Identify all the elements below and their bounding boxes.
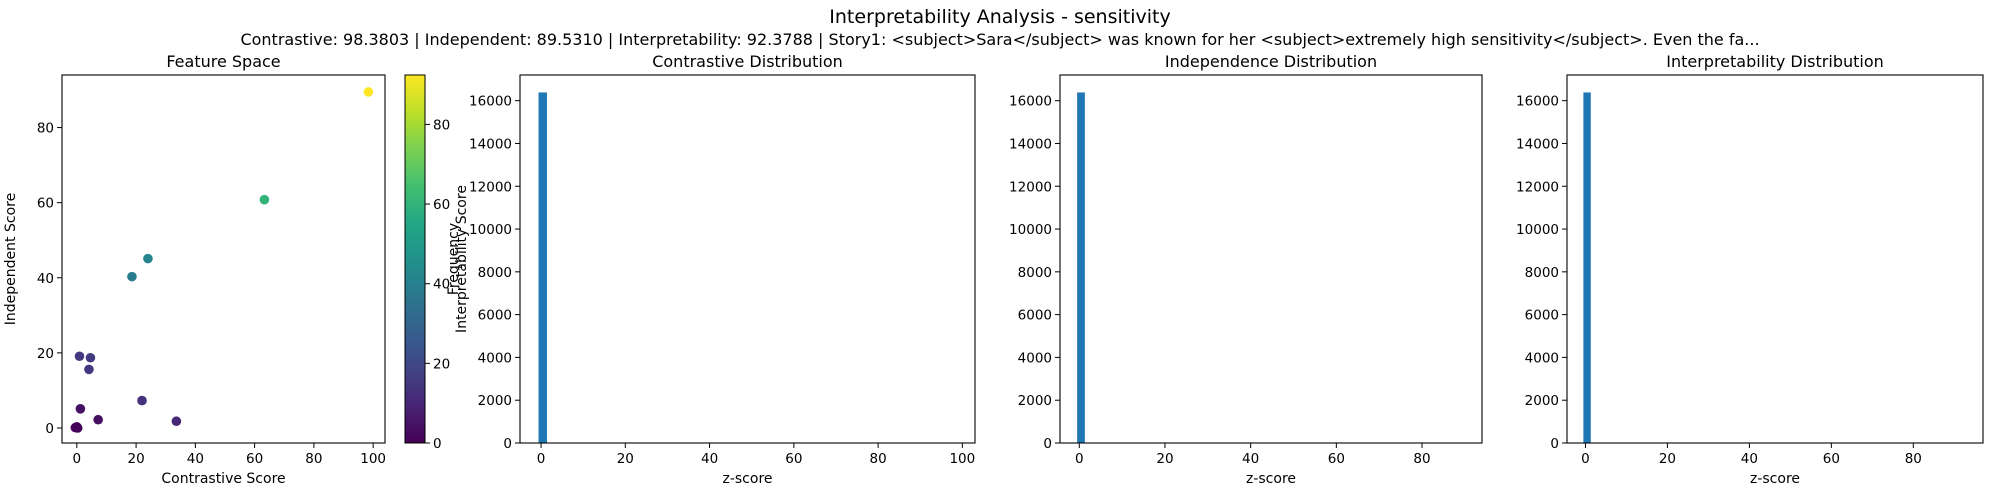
- axes-frame: [1060, 75, 1482, 443]
- colorbar-tick-label: 60: [433, 197, 450, 213]
- colorbar-tick-label: 80: [433, 117, 450, 133]
- x-tick-label: 0: [1075, 451, 1084, 467]
- axes-title: Contrastive Distribution: [652, 52, 843, 71]
- x-tick-label: 60: [785, 451, 802, 467]
- y-tick-label: 2000: [1525, 393, 1559, 409]
- y-tick-label: 10000: [1009, 222, 1052, 238]
- x-tick-label: 0: [73, 451, 82, 467]
- scatter-point: [75, 351, 85, 361]
- x-tick-label: 100: [949, 451, 975, 467]
- independence-distribution-panel: 0 20 40 60 80 0 2000 4000 6000 8000 10000 12000 1400…: [1009, 52, 1482, 487]
- histogram-bar: [1077, 92, 1085, 443]
- y-tick-label: 4000: [478, 350, 512, 366]
- scatter-point: [84, 365, 94, 375]
- y-tick-label: 10000: [469, 222, 512, 238]
- scatter-point: [260, 195, 270, 205]
- scatter-point: [127, 272, 137, 282]
- y-tick-label: 6000: [478, 308, 512, 324]
- x-axis-label: z-score: [1750, 471, 1800, 487]
- y-tick-label: 20: [37, 346, 54, 362]
- histogram-bar: [1583, 92, 1590, 443]
- scatter-point: [76, 404, 86, 414]
- y-tick-label: 0: [503, 436, 512, 452]
- feature-space-panel: 0 20 40 60 80 100 0 20 40 60 80 Feature Space Contra…: [3, 52, 386, 487]
- y-tick-label: 16000: [1516, 94, 1559, 110]
- y-tick-label: 2000: [478, 393, 512, 409]
- x-tick-label: 100: [360, 451, 386, 467]
- colorbar-tick-label: 20: [433, 356, 450, 372]
- scatter-point: [143, 254, 153, 264]
- x-axis-label: z-score: [1246, 471, 1296, 487]
- x-tick-label: 80: [1413, 451, 1430, 467]
- x-axis-label: z-score: [722, 471, 772, 487]
- y-tick-label: 16000: [469, 94, 512, 110]
- y-tick-label: 8000: [1525, 265, 1559, 281]
- y-tick-label: 40: [37, 271, 54, 287]
- y-tick-label: 0: [1043, 436, 1052, 452]
- y-tick-label: 12000: [469, 179, 512, 195]
- scatter-point: [364, 87, 374, 97]
- y-tick-label: 6000: [1525, 308, 1559, 324]
- x-tick-label: 20: [127, 451, 144, 467]
- x-tick-label: 40: [701, 451, 718, 467]
- y-tick-label: 2000: [1018, 393, 1052, 409]
- y-axis-label: Independent Score: [3, 193, 19, 325]
- scatter-point: [93, 415, 103, 425]
- y-tick-label: 8000: [1018, 265, 1052, 281]
- y-tick-label: 4000: [1018, 350, 1052, 366]
- x-tick-label: 40: [1741, 451, 1758, 467]
- x-tick-label: 80: [870, 451, 887, 467]
- axes-title: Feature Space: [166, 52, 280, 71]
- y-tick-label: 12000: [1516, 179, 1559, 195]
- axes-title: Independence Distribution: [1165, 52, 1377, 71]
- axes-frame: [1567, 75, 1983, 443]
- x-tick-label: 0: [1581, 451, 1590, 467]
- scatter-point: [71, 423, 81, 433]
- scatter-point: [172, 416, 182, 426]
- colorbar-gradient: [405, 75, 425, 443]
- x-tick-label: 40: [1242, 451, 1259, 467]
- axes-frame: [62, 75, 385, 443]
- y-axis-label: Frequency: [446, 223, 462, 295]
- contrastive-distribution-panel: 0 20 40 60 80 100 0 2000 4000 6000 8000 10000 12000 1…: [446, 52, 975, 487]
- y-tick-label: 12000: [1009, 179, 1052, 195]
- x-tick-label: 0: [537, 451, 546, 467]
- y-tick-label: 8000: [478, 265, 512, 281]
- histogram-bar: [539, 92, 547, 443]
- y-tick-label: 6000: [1018, 308, 1052, 324]
- scatter-point: [86, 353, 96, 363]
- x-tick-label: 40: [187, 451, 204, 467]
- y-tick-label: 80: [37, 121, 54, 137]
- x-axis-label: Contrastive Score: [161, 471, 285, 487]
- scatter-point: [137, 396, 147, 406]
- y-tick-label: 14000: [1516, 136, 1559, 152]
- y-tick-label: 16000: [1009, 94, 1052, 110]
- x-tick-label: 20: [1156, 451, 1173, 467]
- x-tick-label: 20: [1659, 451, 1676, 467]
- x-tick-label: 80: [1905, 451, 1922, 467]
- interpretability-distribution-panel: 0 20 40 60 80 0 2000 4000 6000 8000 10000 12000 1400…: [1516, 52, 1983, 487]
- x-tick-label: 80: [305, 451, 322, 467]
- x-tick-label: 20: [617, 451, 634, 467]
- axes-title: Interpretability Distribution: [1666, 52, 1884, 71]
- y-tick-label: 0: [45, 421, 54, 437]
- y-tick-label: 0: [1550, 436, 1559, 452]
- x-tick-label: 60: [1823, 451, 1840, 467]
- colorbar-tick-label: 0: [433, 436, 442, 452]
- x-tick-label: 60: [1328, 451, 1345, 467]
- y-tick-label: 10000: [1516, 222, 1559, 238]
- x-tick-label: 60: [246, 451, 263, 467]
- y-tick-label: 14000: [1009, 136, 1052, 152]
- y-tick-label: 4000: [1525, 350, 1559, 366]
- y-tick-label: 14000: [469, 136, 512, 152]
- y-tick-label: 60: [37, 196, 54, 212]
- axes-frame: [520, 75, 975, 443]
